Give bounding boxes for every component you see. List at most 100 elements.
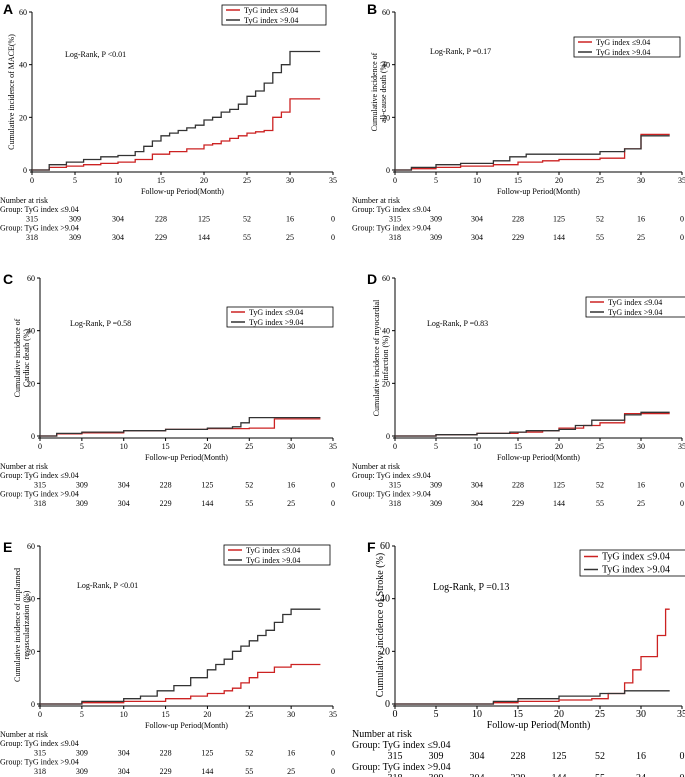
risk-value-high: 55 — [596, 499, 604, 508]
risk-value-low: 228 — [155, 214, 167, 223]
risk-value-low: 304 — [118, 480, 130, 489]
risk-value-low: 228 — [512, 480, 524, 489]
y-tick-label: 40 — [19, 61, 27, 70]
y-tick-label: 60 — [19, 8, 27, 17]
x-tick-label: 35 — [329, 176, 337, 185]
risk-value-high: 0 — [331, 767, 335, 776]
logrank-text: Log-Rank, P =0.17 — [430, 47, 491, 56]
x-tick-label: 20 — [554, 709, 564, 720]
x-tick-label: 20 — [203, 710, 211, 719]
risk-value-low: 315 — [34, 480, 46, 489]
risk-group-high: Group: TyG index >9.04 — [352, 490, 431, 499]
risk-group-high: Group: TyG index >9.04 — [352, 762, 451, 773]
risk-value-low: 304 — [471, 480, 483, 489]
panel-e: E 0 20 40 60 0 5 10 15 20 25 30 35 Follow-up Period(M… — [0, 539, 337, 776]
risk-value-low: 228 — [160, 748, 172, 757]
risk-value-high: 25 — [286, 233, 294, 242]
y-axis-label: Cumulative incidence ofall-cause death (… — [370, 52, 388, 131]
risk-value-high: 304 — [470, 773, 485, 777]
curve-tyg-high — [395, 135, 670, 171]
x-tick-label: 10 — [120, 710, 128, 719]
panel-d: D 0 20 40 60 0 5 10 15 20 25 30 35 Follow-up Period(M… — [352, 271, 685, 508]
panel-label: F — [367, 539, 376, 555]
risk-value-high: 144 — [553, 499, 565, 508]
y-tick-label: 40 — [382, 327, 390, 336]
risk-value-low: 228 — [512, 214, 524, 223]
risk-value-high: 309 — [76, 499, 88, 508]
legend-box — [221, 4, 327, 26]
risk-value-high: 144 — [198, 233, 210, 242]
x-tick-label: 15 — [514, 442, 522, 451]
y-tick-label: 0 — [31, 432, 35, 441]
risk-value-low: 125 — [553, 214, 565, 223]
risk-value-low: 125 — [552, 751, 567, 762]
risk-value-high: 229 — [511, 773, 526, 777]
risk-value-high: 144 — [201, 767, 213, 776]
y-tick-label: 20 — [382, 379, 390, 388]
y-axis-label-line: Cumulative incidence of — [13, 318, 22, 397]
risk-value-low: 125 — [201, 748, 213, 757]
y-tick-label: 20 — [19, 113, 27, 122]
logrank-text: Log-Rank, P =0.58 — [70, 319, 131, 328]
x-tick-label: 0 — [393, 442, 397, 451]
risk-value-low: 0 — [680, 480, 684, 489]
x-tick-label: 25 — [596, 176, 604, 185]
risk-value-low: 0 — [331, 480, 335, 489]
risk-value-high: 25 — [287, 767, 295, 776]
risk-value-high: 0 — [680, 233, 684, 242]
y-axis-label: Cumulative incidence of Stroke (%) — [375, 553, 386, 697]
risk-title: Number at risk — [352, 196, 400, 205]
panel-a: A 0 20 40 60 0 5 10 15 20 25 30 35 Follow-up Period(M… — [0, 1, 337, 242]
x-tick-label: 10 — [472, 709, 482, 720]
risk-value-low: 52 — [595, 751, 605, 762]
x-tick-label: 0 — [30, 176, 34, 185]
risk-value-high: 144 — [553, 233, 565, 242]
risk-value-low: 315 — [34, 748, 46, 757]
risk-value-high: 25 — [637, 233, 645, 242]
risk-value-low: 309 — [76, 480, 88, 489]
risk-value-high: 24 — [636, 773, 646, 777]
legend-box — [223, 544, 331, 566]
x-tick-label: 5 — [80, 710, 84, 719]
risk-value-low: 304 — [470, 751, 485, 762]
risk-title: Number at risk — [352, 462, 400, 471]
risk-title: Number at risk — [0, 462, 48, 471]
risk-value-high: 318 — [26, 233, 38, 242]
y-tick-label: 20 — [27, 647, 35, 656]
risk-value-high: 304 — [118, 767, 130, 776]
risk-value-high: 55 — [596, 233, 604, 242]
risk-value-low: 16 — [287, 748, 295, 757]
logrank-text: Log-Rank, P <0.01 — [77, 581, 138, 590]
risk-value-high: 309 — [430, 499, 442, 508]
x-tick-label: 15 — [162, 710, 170, 719]
risk-value-low: 0 — [680, 214, 684, 223]
curve-tyg-low — [32, 98, 321, 171]
risk-value-high: 318 — [389, 233, 401, 242]
risk-group-high: Group: TyG index >9.04 — [0, 224, 79, 233]
x-tick-label: 20 — [200, 176, 208, 185]
y-axis-label-line: infarction (%) — [381, 335, 390, 380]
legend-label-low: TyG index ≤9.04 — [596, 38, 650, 47]
risk-value-high: 25 — [287, 499, 295, 508]
risk-value-low: 228 — [511, 751, 526, 762]
legend-box — [579, 549, 685, 577]
risk-value-low: 315 — [26, 214, 38, 223]
y-axis-label: Cumulative incidence of myocardialinfarc… — [372, 299, 390, 416]
y-tick-label: 40 — [382, 61, 390, 70]
risk-value-high: 309 — [429, 773, 444, 777]
risk-group-low: Group: TyG index ≤9.04 — [0, 739, 79, 748]
legend-label-high: TyG index >9.04 — [608, 308, 662, 317]
risk-value-low: 228 — [160, 480, 172, 489]
legend-label-low: TyG index ≤9.04 — [246, 546, 300, 555]
y-axis-label-line: all-cause death (%) — [379, 61, 388, 123]
legend-label-high: TyG index >9.04 — [249, 318, 303, 327]
risk-value-low: 0 — [680, 751, 685, 762]
risk-value-high: 229 — [160, 767, 172, 776]
risk-value-high: 144 — [201, 499, 213, 508]
curve-tyg-high — [395, 690, 670, 705]
x-tick-label: 30 — [636, 709, 646, 720]
y-tick-label: 0 — [23, 166, 27, 175]
risk-value-high: 318 — [34, 499, 46, 508]
risk-value-low: 309 — [76, 748, 88, 757]
y-tick-label: 60 — [27, 274, 35, 283]
